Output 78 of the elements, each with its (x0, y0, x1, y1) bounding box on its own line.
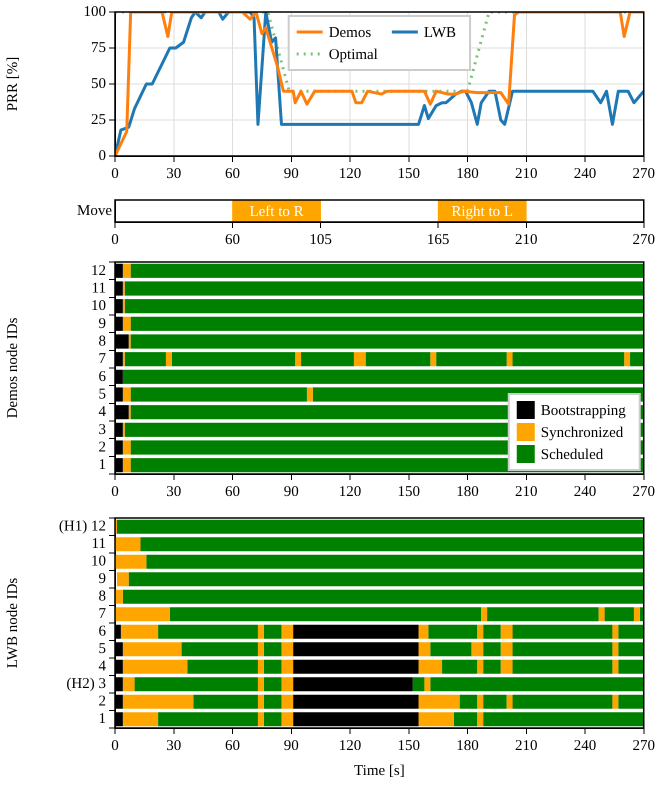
x-tick-label: 30 (166, 166, 182, 182)
y-axis-title: Demos node IDs (4, 317, 21, 418)
x-tick-label: 270 (632, 484, 655, 500)
y-tick-label: 75 (91, 40, 106, 56)
legend-label: LWB (424, 24, 456, 41)
y-tick-label: 2 (98, 694, 106, 710)
x-tick-label: 0 (111, 738, 119, 754)
y-tick-label: 12 (91, 262, 106, 279)
x-tick-label: 120 (338, 738, 362, 754)
y-tick-label: 5 (98, 641, 106, 658)
legend-label: Synchronized (540, 424, 624, 441)
x-tick-label: 90 (284, 166, 299, 182)
x-tick-label: 150 (398, 484, 420, 500)
y-tick-label: 0 (98, 148, 106, 164)
y-tick-label: (H2) 3 (66, 676, 106, 692)
x-tick-label: 30 (166, 738, 182, 754)
y-tick-label: 11 (92, 280, 106, 296)
y-tick-label: 9 (98, 571, 106, 588)
y-tick-label: 10 (91, 554, 106, 570)
x-tick-label: 240 (574, 166, 596, 182)
y-tick-label: 8 (98, 588, 106, 605)
x-tick-label: 210 (515, 232, 538, 248)
x-tick-label: 90 (284, 738, 299, 754)
x-tick-label: 105 (309, 232, 332, 248)
y-tick-label: 11 (92, 536, 106, 552)
y-tick-label: Move (77, 202, 112, 219)
x-tick-label: 0 (111, 166, 119, 182)
x-tick-label: 210 (515, 166, 538, 182)
x-tick-label: 165 (426, 232, 450, 248)
x-tick-label: 120 (338, 166, 362, 182)
y-axis-title: PRR [%] (4, 56, 21, 112)
y-tick-label: 10 (91, 298, 106, 314)
y-tick-label: 50 (91, 76, 106, 92)
x-tick-label: 60 (225, 484, 240, 500)
x-tick-label: 210 (515, 484, 538, 500)
x-tick-label: 0 (111, 484, 119, 500)
y-tick-label: 8 (98, 333, 106, 350)
y-tick-label: 3 (98, 422, 106, 438)
y-tick-label: 5 (98, 386, 106, 402)
y-tick-label: 4 (98, 658, 106, 675)
y-tick-label: 9 (98, 316, 106, 332)
x-tick-label: 60 (225, 738, 240, 754)
y-tick-label: 100 (84, 4, 106, 20)
y-tick-label: 1 (98, 457, 106, 474)
x-tick-label: 60 (225, 166, 240, 182)
x-tick-label: 90 (284, 484, 299, 500)
x-tick-label: 0 (111, 232, 119, 248)
legend-label: Bootstrapping (540, 402, 626, 419)
y-axis-title: LWB node IDs (4, 578, 21, 668)
y-tick-label: 6 (98, 368, 106, 385)
y-tick-label: 25 (91, 112, 106, 128)
legend-label: Scheduled (540, 446, 604, 463)
legend-label: Demos (328, 24, 372, 41)
y-tick-label: 4 (98, 404, 106, 420)
x-tick-label: 210 (515, 738, 538, 754)
legend-label: Optimal (328, 46, 378, 63)
x-tick-label: 180 (456, 484, 479, 500)
x-tick-label: 180 (456, 166, 479, 182)
x-axis-title: Time [s] (354, 762, 405, 779)
x-tick-label: 30 (166, 484, 182, 500)
y-tick-label: 7 (98, 606, 106, 622)
x-tick-label: 270 (632, 166, 655, 182)
x-tick-label: 240 (574, 738, 596, 754)
y-tick-label: 1 (98, 711, 106, 728)
x-tick-label: 270 (632, 232, 655, 248)
y-tick-label: 6 (98, 624, 106, 640)
x-tick-label: 150 (398, 738, 420, 754)
x-tick-label: 180 (456, 738, 479, 754)
x-tick-label: 240 (574, 484, 596, 500)
x-tick-label: 60 (225, 232, 240, 248)
data-label: Left to R (249, 204, 304, 220)
x-tick-label: 120 (338, 484, 362, 500)
y-tick-label: 2 (98, 439, 106, 456)
x-tick-label: 270 (632, 738, 655, 754)
y-tick-label: 7 (98, 351, 106, 368)
y-tick-label: (H1) 12 (58, 518, 106, 535)
x-tick-label: 150 (398, 166, 420, 182)
data-label: Right to L (451, 204, 514, 220)
